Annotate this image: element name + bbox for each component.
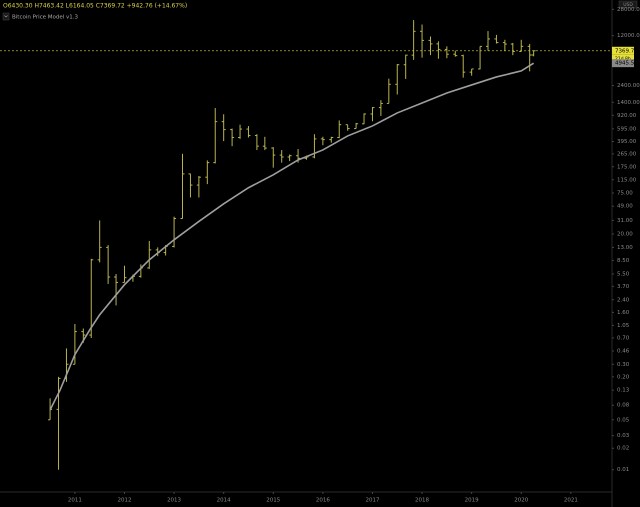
y-tick-label: 0.08 [617, 403, 630, 409]
y-tick-label: 31.00 [617, 218, 633, 224]
ohlc-header: O6430.30 H7463.42 L6164.05 C7369.72 +942… [3, 3, 187, 10]
y-tick-label: 115.00 [617, 177, 637, 183]
y-tick-label: 5.50 [617, 272, 630, 278]
y-tick-label: 3.70 [617, 284, 630, 290]
x-tick-label: 2012 [117, 498, 131, 504]
y-tick-label: 2400.00 [617, 83, 640, 89]
chevron-icon [4, 15, 8, 18]
y-tick-label: 20.00 [617, 232, 633, 238]
model-value-box [612, 59, 634, 68]
y-tick-label: 595.00 [617, 126, 637, 132]
y-tick-label: 49.00 [617, 204, 633, 210]
y-tick-label: 8.50 [617, 258, 630, 264]
last-price-label: 7369.72 [615, 48, 638, 54]
y-tick-label: 0.13 [617, 388, 630, 394]
y-tick-label: 13.00 [617, 245, 633, 251]
y-tick-label: 0.20 [617, 374, 630, 380]
y-tick-label: 0.02 [617, 446, 629, 452]
y-tick-label: 0.70 [617, 335, 630, 341]
x-tick-label: 2015 [266, 498, 280, 504]
y-tick-label: 28000.00 [617, 7, 640, 13]
x-tick-label: 2014 [217, 498, 231, 504]
y-tick-label: 0.01 [617, 467, 629, 473]
model-line [49, 62, 535, 411]
countdown-label: 21d 8h [615, 56, 631, 62]
y-tick-label: 1.60 [617, 310, 630, 316]
last-price-box [612, 46, 634, 55]
currency-box[interactable] [618, 0, 638, 9]
x-tick-label: 2013 [167, 498, 181, 504]
y-tick-label: 0.30 [617, 362, 630, 368]
x-tick-label: 2016 [316, 498, 330, 504]
x-tick-label: 2019 [465, 498, 479, 504]
y-tick-label: 395.00 [617, 139, 637, 145]
collapse-button[interactable] [2, 12, 10, 21]
model-value-label: 4945.58 [615, 61, 638, 67]
y-tick-label: 12000.00 [617, 33, 640, 39]
y-tick-label: 2.40 [617, 297, 630, 303]
plot-area [48, 20, 536, 470]
countdown-box [612, 54, 634, 62]
y-tick-label: 0.05 [617, 417, 630, 423]
x-tick-label: 2017 [365, 498, 379, 504]
y-tick-label: 1400.00 [617, 100, 640, 106]
y-tick-label: 75.00 [617, 191, 633, 197]
currency: USD [623, 2, 633, 8]
y-tick-label: 0.03 [617, 433, 630, 439]
x-tick-label: 2018 [415, 498, 429, 504]
y-tick-label: 175.00 [617, 164, 637, 170]
y-tick-label: 265.00 [617, 151, 637, 157]
x-tick-label: 2021 [564, 498, 578, 504]
y-tick-label: 920.00 [617, 113, 637, 119]
x-tick-label: 2020 [514, 498, 528, 504]
indicator-name: Bitcoin Price Model v1.3 [12, 15, 79, 21]
y-tick-label: 0.46 [617, 348, 630, 354]
y-tick-label: 1.05 [617, 323, 630, 329]
x-tick-label: 2011 [68, 498, 82, 504]
